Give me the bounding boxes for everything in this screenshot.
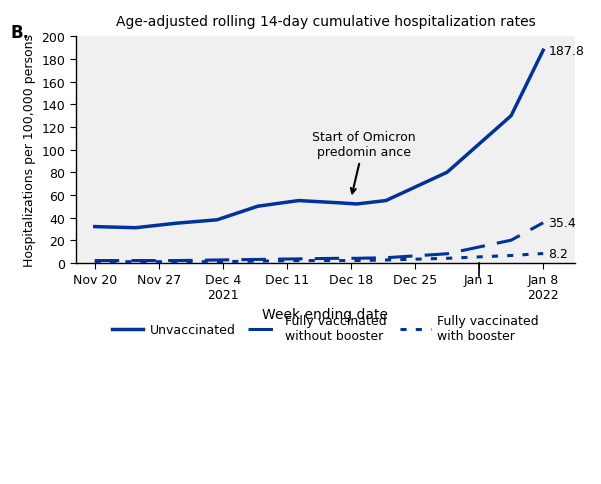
Text: 35.4: 35.4 <box>548 217 576 230</box>
X-axis label: Week ending date: Week ending date <box>263 307 388 321</box>
Legend: Unvaccinated, Fully vaccinated
without booster, Fully vaccinated
with booster: Unvaccinated, Fully vaccinated without b… <box>107 309 544 348</box>
Text: 8.2: 8.2 <box>548 247 568 260</box>
Text: B.: B. <box>11 24 29 42</box>
Text: Start of Omicron
predomin ance: Start of Omicron predomin ance <box>312 131 416 194</box>
Text: 187.8: 187.8 <box>548 45 584 58</box>
Title: Age-adjusted rolling 14-day cumulative hospitalization rates: Age-adjusted rolling 14-day cumulative h… <box>115 15 535 29</box>
Y-axis label: Hospitalizations per 100,000 persons: Hospitalizations per 100,000 persons <box>23 34 35 267</box>
